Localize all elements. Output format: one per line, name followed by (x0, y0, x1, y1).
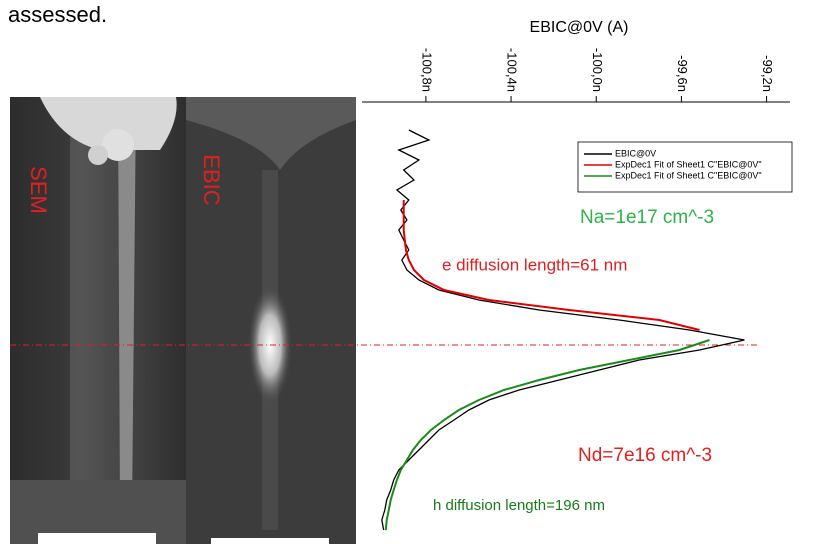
image-label: EBIC (199, 154, 224, 205)
annotation: h diffusion length=196 nm (433, 497, 605, 514)
x-tick-label: -99,2n (760, 55, 775, 92)
catalyst (102, 129, 134, 161)
annotation: Nd=7e16 cm^-3 (578, 445, 712, 466)
annotation: e diffusion length=61 nm (442, 255, 627, 274)
ebic-top (186, 97, 356, 170)
wire-top (40, 97, 177, 150)
series-line (384, 339, 710, 531)
caption-fragment: assessed. (8, 2, 107, 27)
x-tick-label: -99,6n (675, 55, 690, 92)
x-axis-label: EBIC@0V (A) (530, 19, 629, 36)
x-tick-label: -100,4n (505, 48, 520, 92)
legend-label: ExpDec1 Fit of Sheet1 C"EBIC@0V" (615, 170, 762, 180)
nanowire (118, 100, 136, 510)
scale-bar (38, 533, 156, 544)
legend-label: ExpDec1 Fit of Sheet1 C"EBIC@0V" (615, 159, 762, 169)
catalyst (88, 145, 108, 165)
sem-shadow (10, 97, 70, 544)
series-line (402, 200, 700, 331)
legend-label: EBIC@0V (615, 148, 656, 158)
scale-bar (211, 538, 329, 544)
annotation: Na=1e17 cm^-3 (580, 207, 714, 228)
image-label: SEM (26, 166, 51, 214)
x-tick-label: -100,0n (590, 48, 605, 92)
x-tick-label: -100,8n (419, 48, 434, 92)
legend (577, 141, 793, 193)
